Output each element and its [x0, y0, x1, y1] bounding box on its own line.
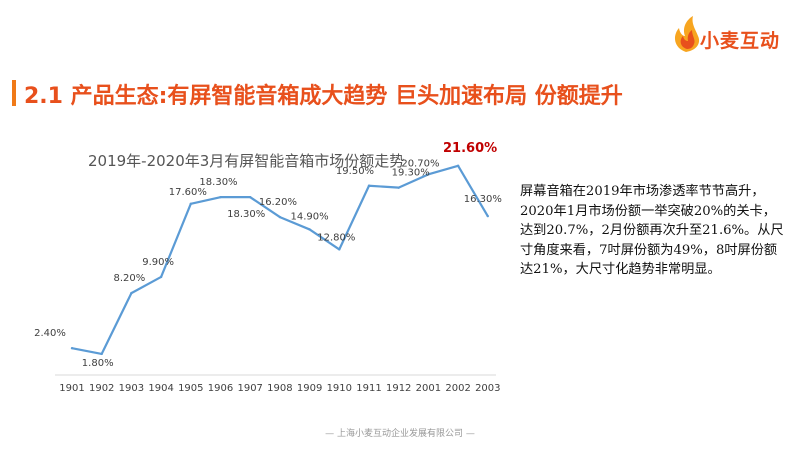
data-point: [249, 195, 252, 199]
data-label: 16.20%: [259, 197, 297, 208]
x-tick-label: 2003: [475, 383, 500, 394]
data-label: 18.30%: [227, 209, 265, 220]
data-point: [219, 195, 222, 199]
data-point: [338, 248, 341, 251]
x-tick-label: 1903: [119, 383, 144, 394]
footer-company: — 上海小麦互动企业发展有限公司 —: [325, 429, 475, 439]
x-tick-label: 1909: [297, 383, 322, 394]
data-label: 19.50%: [336, 166, 374, 177]
data-label: 16.30%: [464, 194, 502, 205]
data-label: 21.60%: [443, 141, 497, 156]
data-point: [427, 173, 430, 176]
data-point: [100, 352, 103, 356]
data-point: [130, 291, 133, 295]
x-tick-label: 1901: [59, 383, 84, 394]
x-tick-label: 1902: [89, 383, 114, 394]
flame-icon: [674, 16, 700, 52]
x-tick-label: 1906: [208, 383, 233, 394]
chart-title: 2019年-2020年3月有屏智能音箱市场份额走势: [88, 152, 405, 170]
data-point: [367, 184, 371, 187]
x-tick-label: 1912: [386, 383, 411, 394]
description-text: 屏幕音箱在2019年市场渗透率节节高升，2020年1月市场份额一举突破20%的关…: [520, 184, 784, 277]
data-label: 12.80%: [317, 232, 355, 243]
x-tick-label: 1905: [178, 383, 203, 394]
data-point: [308, 228, 311, 231]
data-label: 9.90%: [142, 257, 174, 268]
data-point: [397, 186, 400, 189]
x-tick-label: 1911: [356, 383, 381, 394]
data-label: 17.60%: [169, 187, 207, 198]
data-label: 2.40%: [34, 328, 66, 339]
data-label: 14.90%: [291, 211, 329, 222]
series-line: [71, 164, 489, 355]
page-title: 2.1 产品生态:有屏智能音箱成大趋势 巨头加速布局 份额提升: [24, 84, 623, 109]
x-tick-label: 1910: [327, 383, 352, 394]
data-point: [278, 215, 282, 219]
data-label: 8.20%: [114, 273, 146, 284]
x-tick-label: 2002: [445, 383, 470, 394]
data-point: [70, 347, 74, 350]
x-tick-label: 1908: [267, 383, 292, 394]
x-tick-label: 1907: [237, 383, 262, 394]
data-point: [159, 275, 163, 279]
data-label: 18.30%: [199, 177, 237, 188]
x-tick-label: 1904: [148, 383, 173, 394]
brand-logo: [674, 16, 700, 52]
x-tick-label: 2001: [416, 383, 441, 394]
brand-name: 小麦互动: [700, 30, 781, 52]
data-point: [486, 214, 489, 218]
data-point: [189, 202, 192, 205]
data-label: 1.80%: [82, 358, 114, 369]
data-label: 19.30%: [392, 168, 430, 179]
data-label: 20.70%: [401, 158, 439, 169]
data-point: [456, 164, 460, 167]
title-accent-bar: [12, 80, 16, 106]
